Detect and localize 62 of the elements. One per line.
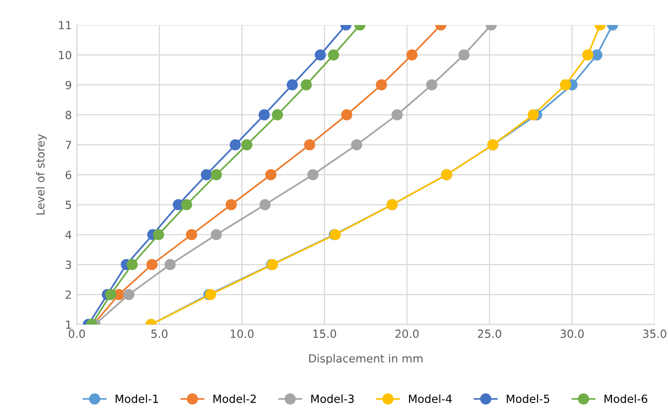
point (351, 139, 362, 150)
x-tick-label: 25.0 (478, 330, 502, 338)
legend-label: Model-6 (604, 394, 648, 403)
y-tick-label: 9 (66, 80, 72, 90)
point (426, 79, 438, 90)
y-tick-label: 7 (66, 140, 72, 149)
point (591, 49, 602, 60)
point (181, 199, 192, 210)
point (304, 139, 316, 150)
y-tick-label: 8 (66, 110, 72, 120)
y-tick-label: 1 (66, 320, 71, 329)
legend-label: Model-4 (409, 394, 452, 403)
point (300, 79, 312, 90)
point (392, 109, 403, 120)
x-tick-label: 20.0 (395, 330, 419, 338)
point (528, 109, 539, 120)
legend-label: Model-3 (311, 394, 354, 403)
point (341, 109, 352, 120)
y-tick-label: 10 (59, 50, 72, 60)
point (146, 259, 158, 270)
legend-label: Model-2 (213, 394, 256, 403)
point (582, 49, 594, 60)
point (126, 259, 138, 270)
point (123, 288, 134, 300)
x-tick-label: 30.0 (560, 330, 584, 338)
x-tick-label: 0.0 (68, 330, 85, 338)
point (376, 79, 387, 90)
point (200, 169, 212, 180)
x-tick-label: 35.0 (643, 330, 666, 338)
point (105, 288, 116, 300)
point (164, 259, 176, 270)
legend-label: Model-5 (506, 394, 550, 403)
point (314, 49, 326, 60)
point (186, 229, 198, 240)
x-tick-label: 5.0 (151, 330, 168, 338)
y-axis-title: Level of storey (36, 134, 47, 215)
point (328, 49, 340, 60)
y-tick-label: 5 (66, 200, 71, 210)
y-tick-label: 3 (66, 260, 72, 269)
point (272, 109, 283, 120)
point (152, 229, 164, 240)
point (226, 199, 237, 210)
point (560, 79, 572, 90)
point (307, 169, 318, 180)
y-tick-label: 4 (65, 230, 72, 239)
point (230, 139, 241, 150)
point (258, 109, 270, 120)
y-tick-label: 11 (59, 21, 71, 30)
point (458, 49, 470, 60)
x-axis-title: Displacement in mm (309, 354, 422, 365)
y-tick-label: 6 (66, 170, 72, 180)
point (259, 199, 271, 210)
y-tick-label: 2 (66, 290, 71, 299)
point (265, 169, 276, 180)
x-tick-label: 10.0 (230, 330, 254, 338)
x-tick-label: 15.0 (313, 330, 336, 338)
point (210, 169, 222, 180)
point (286, 79, 298, 90)
point (210, 229, 222, 240)
legend-label: Model-1 (116, 394, 158, 403)
point (241, 139, 252, 150)
point (406, 49, 418, 60)
